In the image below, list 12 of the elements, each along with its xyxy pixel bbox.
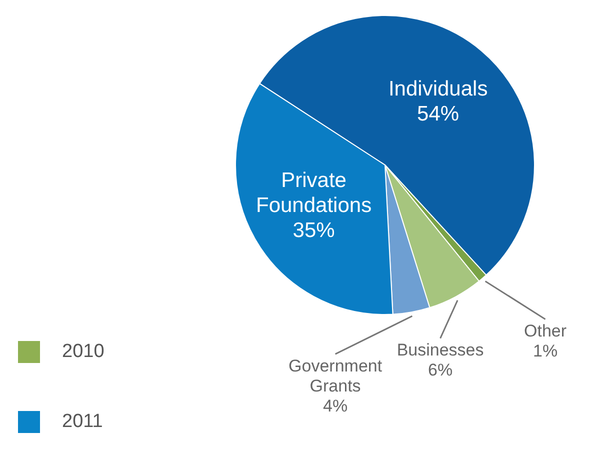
data-label: 1% [533,341,558,360]
text: 2011 [62,411,103,433]
slice-label: Private Foundations [256,168,372,217]
slice-label: Other [524,321,567,340]
text: 2010 [62,341,104,363]
data-label: 4% [323,396,348,416]
data-label: 35% [292,218,335,242]
slice-label: Individuals [388,77,488,100]
slice-label: Government Grants [288,356,382,396]
data-label: 54% [417,102,460,126]
data-label: 6% [428,360,453,380]
slice-label: Businesses [396,340,484,360]
